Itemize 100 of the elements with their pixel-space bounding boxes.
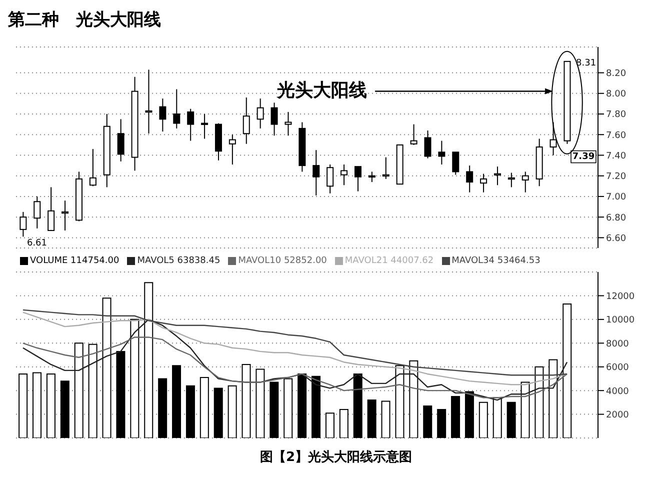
y-tick-label: 8.00: [606, 90, 626, 100]
bar: [172, 365, 182, 438]
y-tick-label: 8.20: [606, 68, 626, 79]
candlestick: [34, 196, 41, 229]
legend-label: VOLUME 114754.00: [29, 256, 120, 266]
bar: [312, 376, 321, 438]
candlestick: [466, 165, 474, 193]
candlestick: [326, 164, 334, 194]
y-tick-label: 7.00: [606, 192, 626, 203]
bar: [478, 402, 488, 438]
candlestick: [256, 98, 264, 129]
candlestick: [173, 88, 180, 129]
bar: [562, 304, 572, 438]
candlestick: [494, 166, 501, 186]
line-series: [22, 309, 568, 376]
bar: [367, 400, 376, 438]
bar: [464, 391, 474, 438]
bar: [130, 318, 140, 438]
candlestick: [117, 118, 124, 162]
bar: [32, 372, 42, 438]
bar: [60, 380, 70, 438]
y-tick-label: 7.60: [606, 130, 626, 141]
annotation: 7.39: [572, 152, 595, 162]
bar: [325, 412, 334, 438]
y-tick-label: 2000: [606, 410, 630, 420]
candlestick: [550, 122, 557, 156]
line-series: [22, 312, 568, 386]
candlestick: [480, 173, 488, 193]
bar: [381, 400, 390, 438]
candlestick: [242, 97, 250, 144]
text: 图【2】光头大阳线示意图: [258, 448, 414, 466]
bar: [395, 365, 404, 438]
bar: [256, 368, 265, 438]
y-tick-label: 7.80: [606, 110, 626, 120]
bar: [214, 388, 223, 438]
y-tick-label: 6.60: [606, 234, 626, 244]
candlestick: [270, 102, 278, 136]
bar: [228, 385, 237, 438]
candlestick: [145, 69, 152, 134]
bar: [284, 378, 293, 438]
bar: [492, 397, 502, 438]
bar: [298, 373, 307, 438]
y-tick-label: 7.40: [606, 151, 626, 162]
legend-label: MAVOL5 63838.45: [136, 256, 220, 266]
annotation: 6.61: [26, 238, 48, 248]
candlestick: [62, 200, 69, 231]
y-tick-label: 12000: [606, 292, 635, 302]
candlestick: [284, 111, 292, 136]
candlestick: [20, 211, 27, 238]
legend-label: MAVOL34 53464.53: [450, 256, 540, 266]
chart-title: 第二种 光头大阳线: [8, 9, 162, 31]
y-tick-label: 7.20: [606, 172, 626, 182]
y-tick-label: 8000: [606, 339, 630, 350]
bar: [242, 364, 251, 438]
bar: [409, 360, 418, 438]
candlestick: [228, 134, 236, 166]
candlestick: [410, 124, 418, 146]
bar: [520, 382, 530, 438]
legend-label: MAVOL21 44007.62: [344, 256, 434, 266]
candlestick: [340, 164, 348, 186]
annotation: 光头大阳线: [276, 80, 368, 102]
bar: [437, 409, 446, 438]
candlestick: [522, 171, 529, 193]
y-tick-label: 6.80: [606, 213, 626, 224]
bar: [506, 402, 516, 438]
y-tick-label: 6000: [606, 363, 630, 374]
candlestick: [368, 171, 376, 183]
bar: [451, 396, 460, 438]
candlestick: [508, 172, 515, 188]
candlestick: [354, 166, 362, 192]
bar: [158, 378, 168, 438]
bar: [88, 344, 98, 438]
bar: [18, 373, 28, 438]
candlestick: [89, 148, 96, 187]
legend-label: MAVOL10 52852.00: [237, 256, 327, 266]
candlestick: [438, 140, 446, 166]
bar: [353, 373, 362, 438]
bar: [116, 350, 126, 438]
bar: [423, 405, 432, 438]
candlestick: [424, 130, 432, 159]
bar: [548, 359, 558, 438]
bar: [200, 377, 209, 438]
bar: [74, 342, 84, 438]
bar: [534, 366, 544, 438]
bar: [270, 382, 279, 438]
candlestick: [201, 114, 208, 140]
y-tick-label: 10000: [606, 316, 635, 326]
bar: [186, 385, 195, 438]
bar: [46, 373, 56, 438]
candlestick: [159, 98, 166, 132]
bar: [339, 409, 348, 438]
bar: [144, 282, 154, 438]
bar: [102, 298, 112, 438]
candlestick: [48, 186, 55, 231]
candlestick: [382, 156, 390, 180]
line-series: [22, 336, 568, 398]
candlestick: [187, 108, 194, 142]
candlestick: [452, 152, 460, 176]
y-tick-label: 4000: [606, 386, 630, 397]
candlestick: [312, 150, 320, 196]
